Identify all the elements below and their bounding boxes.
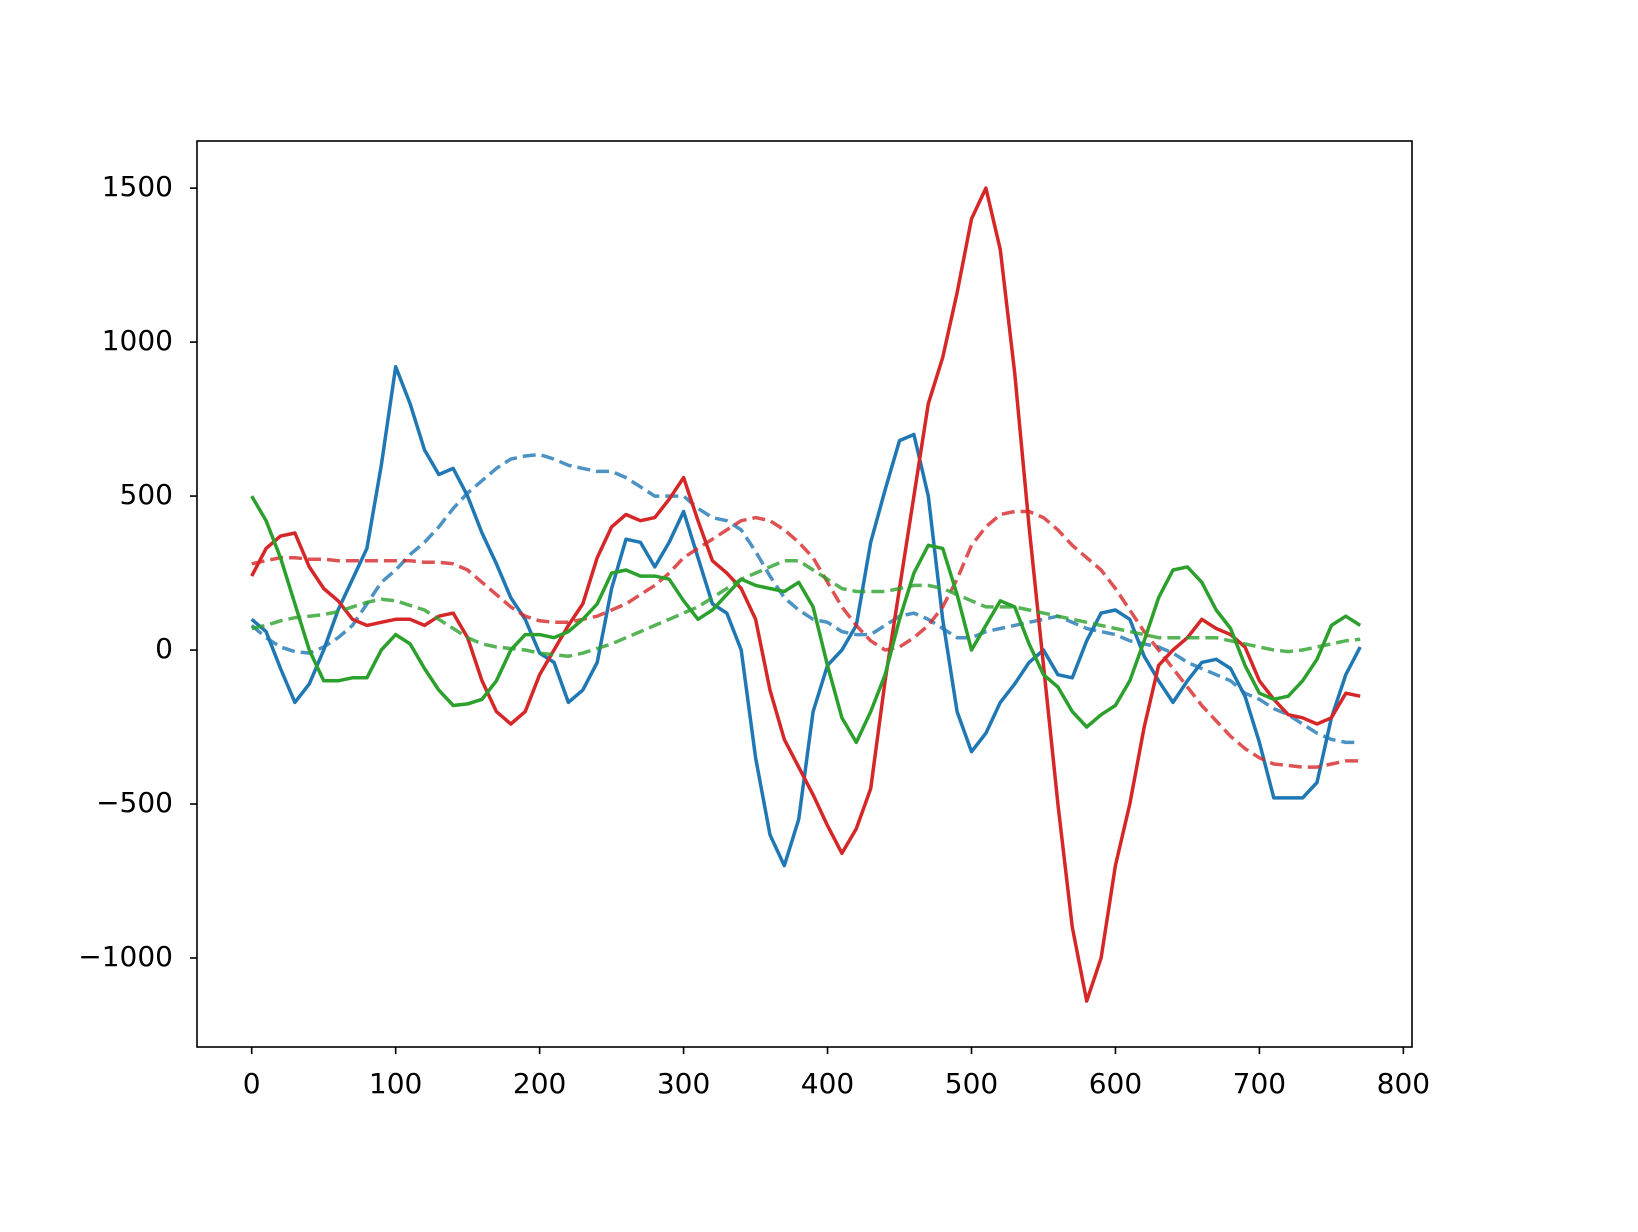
x-tick-label: 400 (801, 1067, 854, 1100)
x-tick-label: 200 (513, 1067, 566, 1100)
x-tick-label: 300 (657, 1067, 710, 1100)
series-line (250, 452, 1361, 745)
x-tick-label: 700 (1233, 1067, 1286, 1100)
x-tick-label: 600 (1089, 1067, 1142, 1100)
x-tick-label: 500 (945, 1067, 998, 1100)
series-line (250, 495, 1362, 745)
x-tick-label: 0 (243, 1067, 261, 1100)
plot-frame (196, 140, 1413, 1048)
x-tick-label: 800 (1377, 1067, 1430, 1100)
y-tick-label: 1500 (102, 170, 173, 203)
x-tick-label: 100 (369, 1067, 422, 1100)
series-line (251, 558, 1361, 658)
y-tick-label: −500 (96, 786, 173, 819)
series-line (250, 364, 1362, 868)
series-line (251, 509, 1361, 769)
y-tick-label: −1000 (78, 940, 173, 973)
y-tick-label: 0 (155, 632, 173, 665)
y-tick-label: 500 (120, 478, 173, 511)
y-tick-label: 1000 (102, 324, 173, 357)
